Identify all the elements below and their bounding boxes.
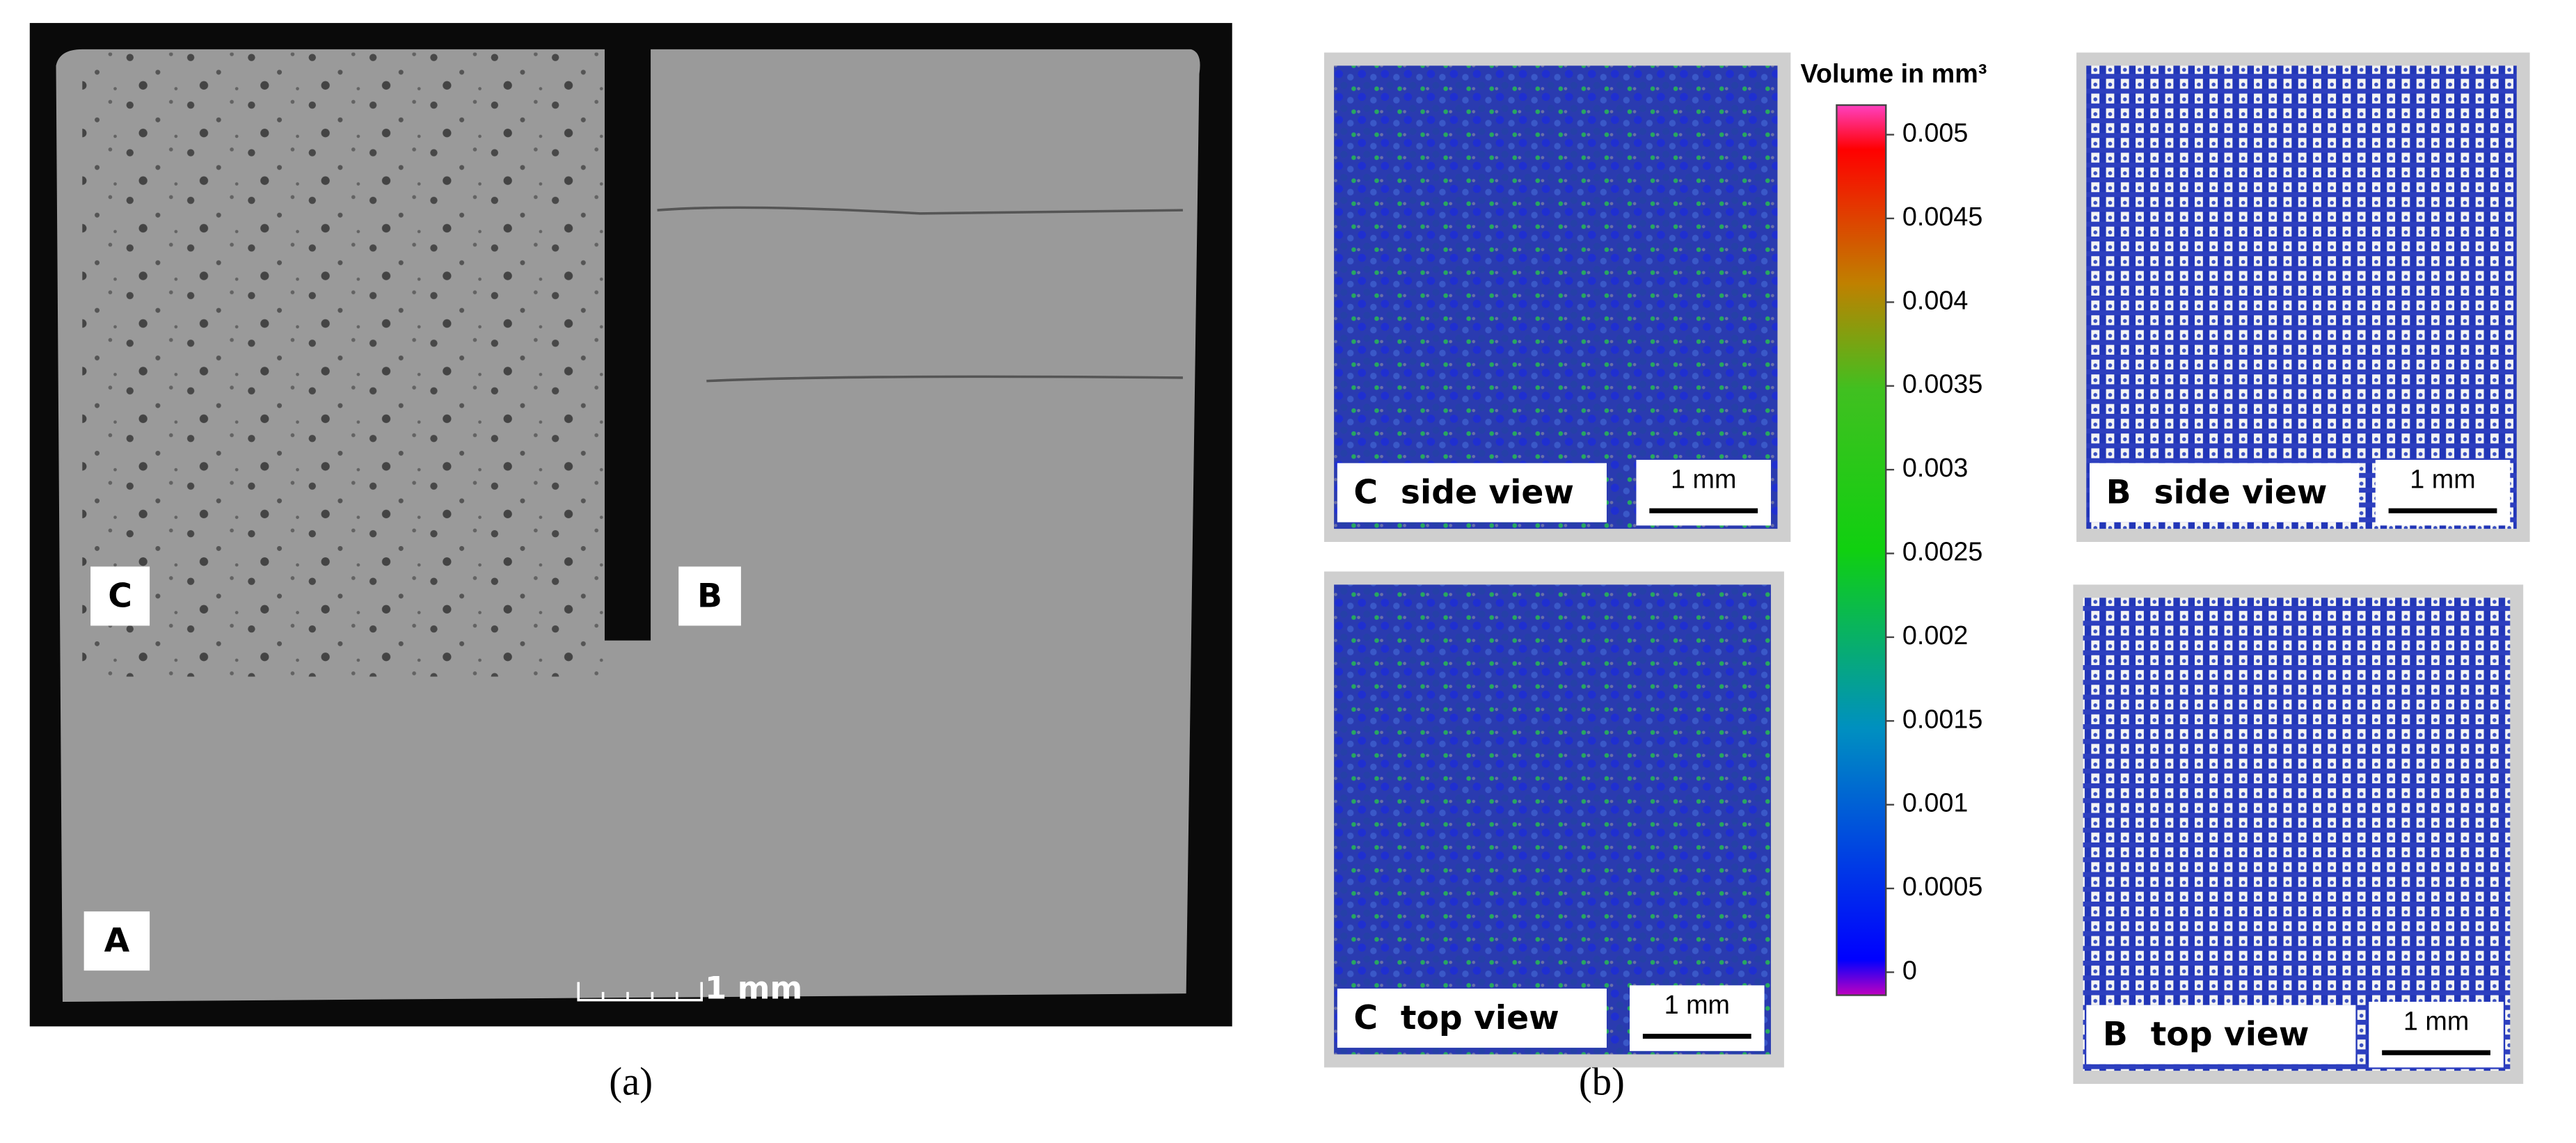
colorbar-tick-label: 0.002 (1902, 621, 1969, 650)
label-box (2086, 1005, 2356, 1064)
label-box (1337, 463, 1607, 522)
image-label: C top view (1353, 999, 1559, 1037)
panel-b: Volume in mm³ (b) 0.005 0.0045 0.004 0.0035… (1323, 52, 2530, 1103)
colorbar-tick-label: 0.0015 (1902, 705, 1983, 734)
region-label: C (108, 577, 132, 615)
colorbar-tick-label: 0.0045 (1902, 202, 1983, 232)
colorbar-tick-label: 0.0025 (1902, 538, 1983, 567)
pore-map (1334, 65, 1778, 529)
colorbar (1836, 104, 1887, 996)
label-box (1337, 989, 1607, 1048)
colorbar-tick-label: 0 (1902, 956, 1917, 985)
pore-map (2086, 65, 2517, 529)
scale-box (2375, 459, 2511, 526)
scale-box (2369, 1001, 2504, 1068)
label-box (2089, 463, 2360, 522)
scale-label: 1 mm (2403, 1007, 2469, 1037)
colorbar-tick-label: 0.0035 (1902, 370, 1983, 399)
label-box (678, 566, 741, 626)
colorbar-tick-label: 0.001 (1902, 789, 1969, 818)
colorbar-tick-label: 0.005 (1902, 119, 1969, 148)
cracks (657, 206, 1183, 383)
caption: (b) (1579, 1060, 1625, 1103)
image-label: B side view (2106, 474, 2328, 512)
colorbar-tick-label: 0.004 (1902, 286, 1969, 315)
scale-label: 1 mm (1671, 465, 1736, 495)
region-label: B (697, 577, 722, 615)
colorbar-tick-label: 0.0005 (1902, 872, 1983, 902)
label-box (84, 911, 150, 971)
pore-map (1334, 584, 1772, 1055)
caption: (a) (609, 1060, 653, 1103)
pore-map (2083, 598, 2511, 1071)
image-label: C side view (1353, 474, 1574, 512)
scale-bar (577, 982, 703, 1002)
label-box (90, 566, 150, 626)
scale-label: 1 mm (705, 969, 802, 1006)
slot (604, 42, 651, 641)
colorbar-title: Volume in mm³ (1801, 60, 1987, 89)
pores (82, 52, 605, 677)
region-label: A (104, 922, 130, 960)
scale-label: 1 mm (1664, 991, 1730, 1020)
scale-label: 1 mm (2410, 465, 2475, 495)
panel-a: C B A 1 mm (a) (29, 23, 1232, 1103)
scale-box (1636, 459, 1772, 526)
scale-box (1630, 985, 1765, 1051)
image-label: B top view (2103, 1016, 2309, 1054)
colorbar-tick-label: 0.003 (1902, 454, 1969, 483)
